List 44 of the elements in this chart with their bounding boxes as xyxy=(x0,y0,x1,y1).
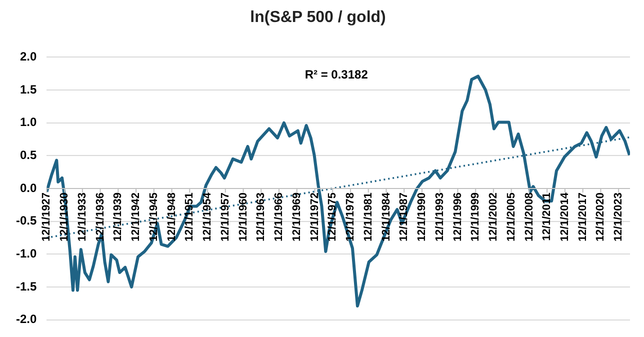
x-tick-label: 12/1/2008 xyxy=(523,192,536,242)
y-tick-label: 0.5 xyxy=(20,148,37,162)
x-tick-label: 12/1/1975 xyxy=(326,192,339,242)
x-tick-label: 12/1/1966 xyxy=(273,192,286,242)
x-tick-label: 12/1/1933 xyxy=(76,192,88,242)
x-tick-label: 12/1/1948 xyxy=(166,192,178,242)
x-tick-label: 12/1/1960 xyxy=(237,192,250,242)
x-tick-label: 12/1/1981 xyxy=(362,192,374,242)
chart-title: ln(S&P 500 / gold) xyxy=(250,9,386,26)
x-tick-label: 12/1/1993 xyxy=(434,192,446,242)
x-tick-label: 12/1/1972 xyxy=(308,192,321,242)
x-tick-label: 12/1/1927 xyxy=(40,192,53,242)
x-tick-label: 12/1/1951 xyxy=(184,192,196,242)
y-tick-label: -1.5 xyxy=(16,279,37,294)
x-tick-label: 12/1/1996 xyxy=(452,192,464,242)
x-tick-label: 12/1/2011 xyxy=(541,192,554,241)
y-tick-label: 2.0 xyxy=(20,50,37,64)
x-tick-label: 12/1/1978 xyxy=(344,192,357,242)
y-tick-label: 1.0 xyxy=(20,115,37,130)
x-tick-label: 12/1/2020 xyxy=(594,192,607,242)
x-tick-label: 12/1/1954 xyxy=(202,192,214,242)
x-tick-label: 12/1/1939 xyxy=(112,192,124,242)
x-tick-label: 12/1/1963 xyxy=(255,192,268,242)
x-tick-label: 12/1/1990 xyxy=(416,192,428,242)
y-tick-label: -1.0 xyxy=(16,246,37,260)
x-tick-label: 12/1/1936 xyxy=(94,192,106,242)
y-tick-label: -0.5 xyxy=(16,214,37,228)
x-tick-label: 12/1/2023 xyxy=(612,192,625,242)
y-tick-label: 1.5 xyxy=(20,82,37,96)
x-tick-label: 12/1/2002 xyxy=(488,192,500,242)
x-tick-label: 12/1/1999 xyxy=(470,192,482,242)
x-tick-label: 12/1/2005 xyxy=(505,192,518,242)
y-tick-label: -2.0 xyxy=(16,312,37,326)
x-tick-label: 12/1/2014 xyxy=(558,192,571,242)
x-tick-label: 12/1/1969 xyxy=(290,192,303,242)
x-tick-label: 12/1/1957 xyxy=(219,192,232,242)
x-tick-label: 12/1/2017 xyxy=(576,192,589,242)
x-tick-label: 12/1/1930 xyxy=(58,192,71,242)
annotation: R² = 0.3182 xyxy=(304,68,368,82)
x-tick-label: 12/1/1942 xyxy=(130,192,142,242)
y-tick-label: 0.0 xyxy=(20,180,37,195)
x-tick-label: 12/1/1984 xyxy=(380,192,392,242)
x-tick-label: 12/1/1945 xyxy=(148,192,160,242)
x-tick-label: 12/1/1987 xyxy=(398,192,410,242)
